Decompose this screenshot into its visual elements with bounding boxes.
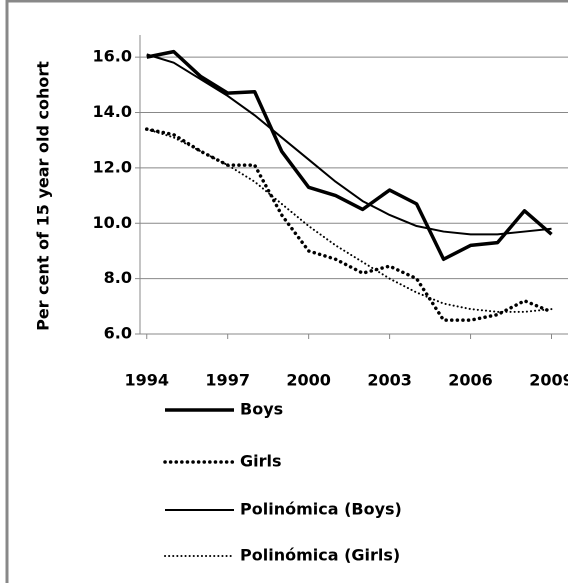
legend-label: Polinómica (Girls) [240, 546, 400, 565]
legend-label: Boys [240, 400, 283, 419]
y-tick-label: 16.0 [93, 47, 132, 66]
frame [5, 0, 568, 583]
y-tick-label: 6.0 [104, 324, 132, 343]
y-tick-label: 10.0 [93, 213, 132, 232]
x-tick-label: 2003 [367, 371, 412, 390]
series-line [146, 49, 553, 261]
y-tick-label: 8.0 [104, 268, 132, 287]
y-axis-label: Per cent of 15 year old cohort [34, 61, 53, 331]
series-line [146, 53, 552, 236]
series-line [145, 128, 553, 313]
x-tick-label: 2006 [448, 371, 493, 390]
legend-label: Girls [240, 452, 282, 471]
legend-label: Polinómica (Boys) [240, 500, 402, 519]
x-tick-label: 2000 [286, 371, 331, 390]
x-tick-label: 1997 [205, 371, 250, 390]
y-tick-label: 14.0 [93, 102, 132, 121]
series-line [144, 127, 554, 322]
x-tick-label: 1994 [124, 371, 169, 390]
x-tick-label: 2009 [529, 371, 568, 390]
y-tick-label: 12.0 [93, 157, 132, 176]
